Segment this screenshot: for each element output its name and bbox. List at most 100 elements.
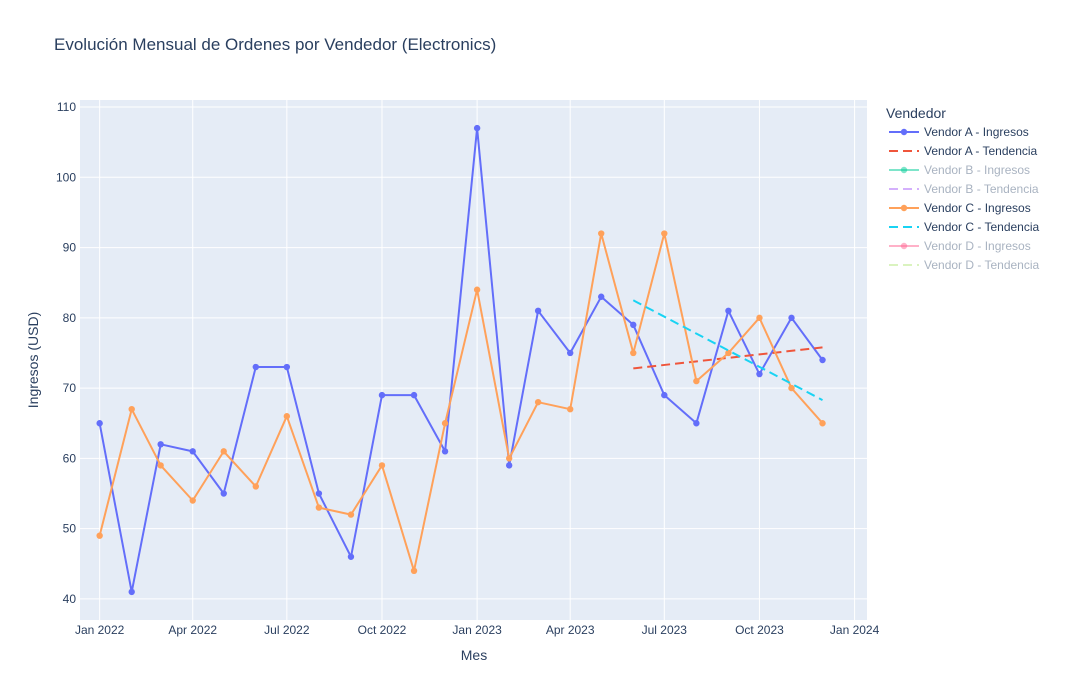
y-tick-label: 40 bbox=[63, 592, 77, 606]
data-point[interactable] bbox=[473, 124, 481, 132]
data-point[interactable] bbox=[252, 483, 260, 490]
data-point[interactable] bbox=[378, 462, 386, 469]
data-point[interactable] bbox=[157, 462, 164, 469]
data-point[interactable] bbox=[378, 391, 386, 399]
data-point[interactable] bbox=[347, 553, 355, 560]
legend-item-1[interactable]: Vendor A - Tendencia bbox=[889, 144, 1038, 158]
data-point[interactable] bbox=[505, 455, 513, 462]
data-point[interactable] bbox=[661, 230, 668, 237]
data-point[interactable] bbox=[410, 391, 418, 399]
plot-area[interactable] bbox=[80, 100, 867, 620]
x-tick-label: Jan 2023 bbox=[452, 623, 502, 637]
data-point[interactable] bbox=[473, 286, 481, 293]
data-point[interactable] bbox=[788, 384, 795, 392]
series-1 bbox=[633, 346, 823, 370]
legend-swatch-marker bbox=[900, 204, 908, 212]
data-point[interactable] bbox=[788, 314, 795, 322]
data-point[interactable] bbox=[693, 420, 700, 427]
grid bbox=[80, 100, 867, 620]
y-tick-label: 100 bbox=[56, 170, 76, 184]
data-point[interactable] bbox=[693, 377, 700, 385]
legend-label: Vendor C - Tendencia bbox=[924, 220, 1040, 234]
series-line[interactable] bbox=[98, 127, 824, 593]
data-point[interactable] bbox=[283, 413, 291, 420]
data-point[interactable] bbox=[441, 420, 449, 427]
y-tick-label: 80 bbox=[63, 311, 77, 325]
x-tick-label: Jan 2022 bbox=[75, 623, 125, 637]
legend-item-4[interactable]: Vendor C - Ingresos bbox=[889, 201, 1031, 215]
legend-title: Vendedor bbox=[886, 105, 946, 121]
y-tick-label: 90 bbox=[63, 241, 77, 255]
legend-swatch-marker bbox=[900, 128, 908, 136]
x-tick-label: Jul 2023 bbox=[642, 623, 688, 637]
x-tick-label: Jul 2022 bbox=[264, 623, 310, 637]
data-point[interactable] bbox=[441, 448, 449, 455]
data-point[interactable] bbox=[630, 349, 637, 357]
legend-item-2[interactable]: Vendor B - Ingresos bbox=[889, 163, 1030, 177]
data-point[interactable] bbox=[96, 420, 103, 427]
x-tick-label: Apr 2022 bbox=[168, 623, 217, 637]
x-tick-label: Oct 2022 bbox=[358, 623, 407, 637]
legend-label: Vendor D - Ingresos bbox=[924, 239, 1031, 253]
data-point[interactable] bbox=[220, 448, 227, 455]
y-tick-label: 70 bbox=[63, 381, 77, 395]
chart-title: Evolución Mensual de Ordenes por Vendedo… bbox=[54, 35, 496, 54]
data-point[interactable] bbox=[347, 511, 355, 518]
data-point[interactable] bbox=[157, 441, 164, 448]
legend-label: Vendor B - Tendencia bbox=[924, 182, 1039, 196]
y-tick-label: 50 bbox=[63, 522, 77, 536]
data-point[interactable] bbox=[189, 448, 196, 455]
series-line[interactable] bbox=[632, 299, 823, 401]
legend-item-7[interactable]: Vendor D - Tendencia bbox=[889, 258, 1040, 272]
x-axis: Jan 2022 Apr 2022 Jul 2022 Oct 2022 Jan 2023… bbox=[75, 623, 880, 637]
series-line[interactable] bbox=[633, 346, 823, 370]
data-point[interactable] bbox=[283, 363, 291, 371]
data-point[interactable] bbox=[534, 398, 542, 406]
y-tick-label: 60 bbox=[63, 451, 77, 465]
x-axis-title: Mes bbox=[461, 647, 487, 663]
data-point[interactable] bbox=[756, 314, 763, 322]
data-point[interactable] bbox=[598, 230, 605, 237]
data-point[interactable] bbox=[128, 588, 135, 596]
data-point[interactable] bbox=[756, 370, 763, 378]
legend-item-0[interactable]: Vendor A - Ingresos bbox=[889, 125, 1029, 139]
data-point[interactable] bbox=[819, 420, 826, 427]
y-tick-label: 110 bbox=[57, 100, 76, 114]
legend-item-3[interactable]: Vendor B - Tendencia bbox=[889, 182, 1039, 196]
data-point[interactable] bbox=[220, 490, 227, 497]
data-point[interactable] bbox=[566, 405, 574, 413]
data-point[interactable] bbox=[252, 363, 260, 371]
data-point[interactable] bbox=[661, 391, 668, 399]
data-point[interactable] bbox=[630, 321, 637, 329]
series-line[interactable] bbox=[98, 232, 824, 572]
data-point[interactable] bbox=[505, 462, 513, 469]
y-axis: 40 50 60 70 80 90 100 110 bbox=[56, 100, 76, 606]
data-point[interactable] bbox=[534, 307, 542, 315]
series-4 bbox=[96, 230, 826, 575]
data-point[interactable] bbox=[725, 349, 732, 357]
legend-label: Vendor A - Tendencia bbox=[924, 144, 1038, 158]
legend-label: Vendor B - Ingresos bbox=[924, 163, 1030, 177]
legend-swatch-marker bbox=[900, 242, 908, 250]
data-point[interactable] bbox=[189, 497, 196, 504]
data-point[interactable] bbox=[128, 405, 135, 413]
data-point[interactable] bbox=[315, 490, 323, 497]
data-point[interactable] bbox=[410, 567, 418, 575]
legend-label: Vendor D - Tendencia bbox=[924, 258, 1040, 272]
data-point[interactable] bbox=[725, 307, 732, 315]
legend-label: Vendor A - Ingresos bbox=[924, 125, 1029, 139]
legend-item-6[interactable]: Vendor D - Ingresos bbox=[889, 239, 1031, 253]
series-layer bbox=[96, 124, 826, 596]
series-5 bbox=[632, 299, 823, 401]
data-point[interactable] bbox=[566, 349, 574, 357]
data-point[interactable] bbox=[315, 504, 323, 511]
legend-label: Vendor C - Ingresos bbox=[924, 201, 1031, 215]
x-tick-label: Jan 2024 bbox=[830, 623, 880, 637]
legend-item-5[interactable]: Vendor C - Tendencia bbox=[889, 220, 1040, 234]
data-point[interactable] bbox=[819, 356, 826, 364]
data-point[interactable] bbox=[96, 532, 103, 539]
y-axis-title: Ingresos (USD) bbox=[25, 312, 41, 408]
data-point[interactable] bbox=[598, 293, 605, 300]
x-tick-label: Apr 2023 bbox=[546, 623, 595, 637]
